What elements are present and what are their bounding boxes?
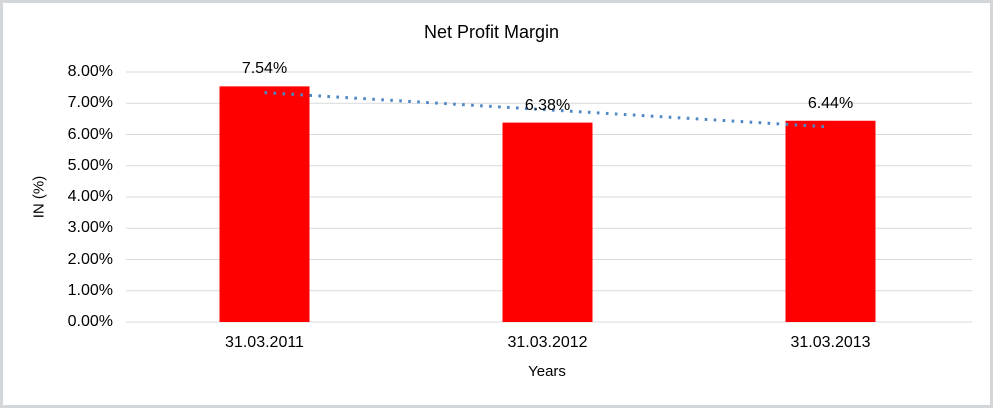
x-axis-title: Years	[528, 363, 566, 380]
bar	[785, 120, 876, 322]
y-tick-label: 0.00%	[67, 313, 113, 330]
bar-value-label: 7.54%	[241, 60, 288, 78]
y-tick-label: 7.00%	[67, 94, 113, 112]
bar	[219, 86, 310, 322]
y-tick-label: 1.00%	[67, 281, 113, 299]
bar-value-label: 6.38%	[524, 96, 571, 114]
x-category-label: 31.03.2011	[225, 334, 304, 351]
chart-title: Net Profit Margin	[423, 22, 560, 42]
y-tick-label: 6.00%	[67, 125, 113, 143]
y-tick-label: 2.00%	[67, 250, 113, 268]
y-tick-label: 4.00%	[67, 188, 113, 205]
y-tick-label: 8.00%	[67, 63, 113, 80]
y-tick-label: 3.00%	[67, 219, 113, 237]
y-tick-label: 5.00%	[67, 156, 113, 174]
plot-svg	[126, 71, 972, 323]
bar	[502, 122, 593, 322]
x-category-label: 31.03.2013	[790, 334, 871, 351]
bar-value-label: 6.44%	[807, 94, 854, 112]
x-category-label: 31.03.2012	[507, 334, 588, 351]
